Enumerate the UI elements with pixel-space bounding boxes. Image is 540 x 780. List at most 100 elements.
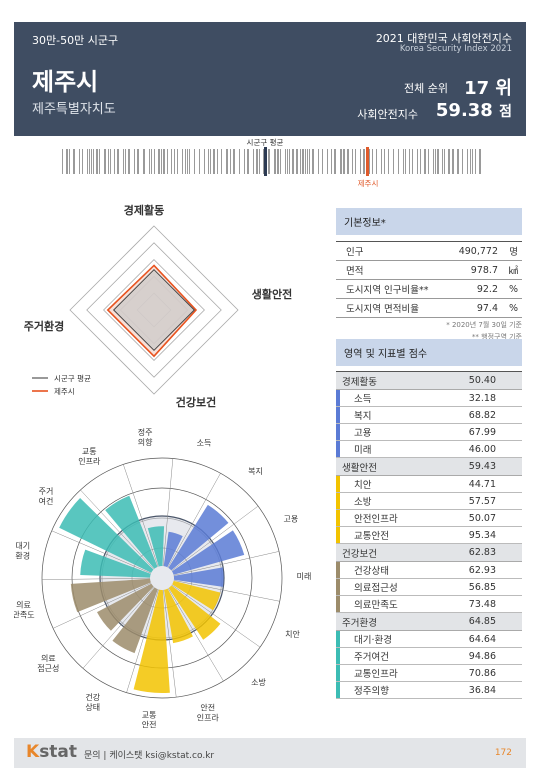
polar-label: 소방 [251,677,266,687]
barcode-bar [331,149,332,174]
item-score: 46.00 [468,443,496,455]
polar-label: 고용 [284,514,299,523]
page-number: 172 [494,748,512,758]
section-color-bar [336,476,340,492]
polar-spoke [42,577,151,580]
barcode-bar [194,149,195,174]
score-item-row: 의료접근성 56.85 [336,579,522,596]
info-row: 도시지역 인구비율** 92.2% [336,280,522,299]
item-score: 62.93 [468,564,496,576]
barcode-bar [409,149,410,174]
barcode-bar [89,149,90,174]
polar-spoke [173,551,280,576]
polar-bar [133,589,170,693]
section-color-bar [336,631,340,647]
barcode-bar [174,149,175,174]
score-section-header: 건강보건 62.83 [336,544,522,562]
header-banner: 30만-50만 시군구 제주시 제주특별자치도 2021 대한민국 사회안전지수… [14,22,526,136]
barcode-bar [110,149,111,174]
city-name: 제주시 [32,68,99,96]
scores-panel: 영역 및 지표별 점수 경제활동 50.40 소득 32.18 복지 68.82 고용 67.… [336,339,522,699]
score-item-row: 의료만족도 73.48 [336,596,522,613]
score-item-row: 미래 46.00 [336,441,522,458]
barcode-bar [182,149,183,174]
section-color-bar [336,527,340,543]
barcode-bar [412,149,413,174]
radar-grid [86,242,222,378]
polar-label: 소득 [197,438,212,447]
item-score: 70.86 [468,667,496,679]
polar-spoke [123,464,159,567]
barcode-bar [479,149,481,174]
item-label: 의료만족도 [354,600,398,611]
legend-city-label: 제주시 [54,387,75,396]
polar-spoke [167,473,221,568]
barcode-bar [82,149,83,174]
polar-label: 교통 안전 [142,710,157,729]
polar-label: 치안 [285,629,300,639]
barcode-bar [433,149,434,174]
section-color-bar [336,665,340,681]
item-score: 50.07 [468,512,496,524]
barcode-bar [442,149,443,174]
legend-avg-label: 시군구 평균 [54,373,91,383]
polar-spoke [173,580,280,602]
info-unit: 명 [509,247,518,258]
polar-bar [168,585,221,640]
section-name: 생활안전 [342,462,377,474]
barcode-bar [230,149,231,174]
basic-info-panel: 기본정보* 인구 490,772 명 면적 978.7 ㎢ 도시지역 인구비율** 92.2%… [336,208,522,342]
barcode-bar [233,149,235,174]
report-subtitle: Korea Security Index 2021 [399,44,512,54]
barcode-bar [158,149,160,174]
polar-spoke [163,589,177,698]
barcode-bar [424,149,426,174]
barcode-bar [217,149,218,174]
item-score: 95.34 [468,529,496,541]
barcode-bar [312,149,314,174]
footer-bar: Kstat 문의 | 케이스탯 ksi@kstat.co.kr 172 [14,738,526,768]
barcode-bar [327,149,328,174]
barcode-bar [467,149,468,174]
barcode-bar [292,149,294,174]
barcode-bar [125,149,126,174]
barcode-bar [256,149,258,174]
polar-bar [112,587,158,654]
section-color-bar [336,510,340,526]
item-score: 32.18 [468,392,496,404]
radar-label-economy: 경제활동 [124,203,164,217]
note-date: * 2020년 7월 30일 기준 [446,321,522,329]
barcode-bar [221,149,222,174]
radar-avg-shape [112,268,196,352]
section-name: 주거환경 [342,617,377,629]
barcode-bar [253,149,254,174]
section-color-bar [336,596,340,612]
barcode-bar [343,149,345,174]
barcode-bar [352,149,353,174]
barcode-bar [470,149,471,174]
barcode-bar [347,149,349,174]
item-label: 미래 [354,445,372,456]
polar-label: 교통 인프라 [78,447,101,466]
polar-label: 복지 [248,467,263,476]
radar-grid [103,259,205,361]
polar-spoke [126,589,159,693]
barcode-bar [322,149,323,174]
item-label: 의료접근성 [354,583,398,594]
item-label: 고용 [354,428,372,439]
barcode-bar [403,149,404,174]
barcode-bar [99,149,100,174]
score-item-row: 정주의향 36.84 [336,682,522,699]
barcode-bar [171,149,172,174]
barcode-bar [108,149,109,174]
barcode-bar [213,149,215,174]
score-item-row: 고용 67.99 [336,424,522,441]
polar-bar [164,588,193,644]
item-score: 68.82 [468,409,496,421]
polar-bar [97,583,154,631]
barcode-bar [247,149,249,174]
barcode-bar [96,149,98,174]
item-score: 56.85 [468,581,496,593]
polar-spoke [162,458,174,567]
avg-marker-label: 시군구 평균 [247,137,284,147]
